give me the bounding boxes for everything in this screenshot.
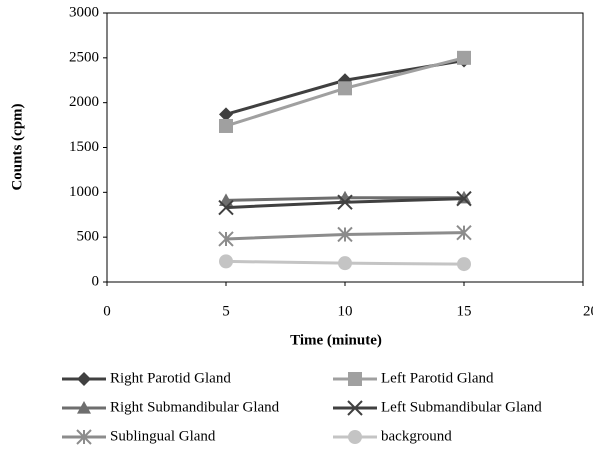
marker [77,401,91,414]
y-tick-label: 3000 [69,4,99,20]
legend-label: Left Parotid Gland [381,370,494,386]
marker-part [456,224,472,241]
marker [338,256,352,271]
marker [219,254,233,269]
marker [456,224,472,241]
marker-part [337,226,353,243]
marker [337,194,353,210]
marker-part [457,257,471,272]
marker-part [347,400,363,416]
marker [337,226,353,243]
marker [338,81,352,96]
y-tick-label: 0 [92,273,100,289]
marker-part [218,199,234,216]
marker-part [337,194,353,210]
marker-part [338,256,352,271]
y-tick-label: 1000 [69,184,99,200]
marker [456,190,472,207]
marker-part [77,401,91,414]
marker-part [338,81,352,96]
marker-part [76,429,92,445]
x-tick-label: 5 [222,303,230,319]
marker [219,118,233,133]
y-tick-label: 2000 [69,94,99,110]
marker-part [348,430,362,444]
marker [348,430,362,444]
marker [77,372,91,386]
y-axis-title: Counts (cpm) [9,103,25,190]
x-tick-label: 0 [103,303,111,319]
marker-part [348,372,362,386]
legend-label: background [381,428,452,444]
marker [76,429,92,445]
marker [219,107,233,122]
marker [457,50,471,65]
marker-part [219,118,233,133]
x-tick-label: 20 [583,303,593,319]
marker [218,231,234,247]
y-tick-label: 1500 [69,139,99,155]
marker [338,190,352,204]
x-tick-label: 15 [457,303,472,319]
marker [347,400,363,416]
legend-label: Left Submandibular Gland [381,399,542,415]
plot-frame [106,12,584,283]
marker-part [456,190,472,207]
y-tick-label: 2500 [69,49,99,65]
legend-label: Sublingual Gland [110,428,216,444]
marker-part [457,50,471,65]
marker [218,199,234,216]
marker-part [219,254,233,269]
x-axis-title: Time (minute) [290,332,382,348]
marker-part [218,231,234,247]
x-tick-label: 10 [338,303,353,319]
y-tick-label: 500 [77,229,100,245]
marker [457,257,471,272]
marker [348,372,362,386]
legend-label: Right Parotid Gland [110,370,231,386]
marker-part [77,372,91,386]
marker-part [338,190,352,204]
legend-label: Right Submandibular Gland [110,399,280,415]
marker-part [219,107,233,122]
